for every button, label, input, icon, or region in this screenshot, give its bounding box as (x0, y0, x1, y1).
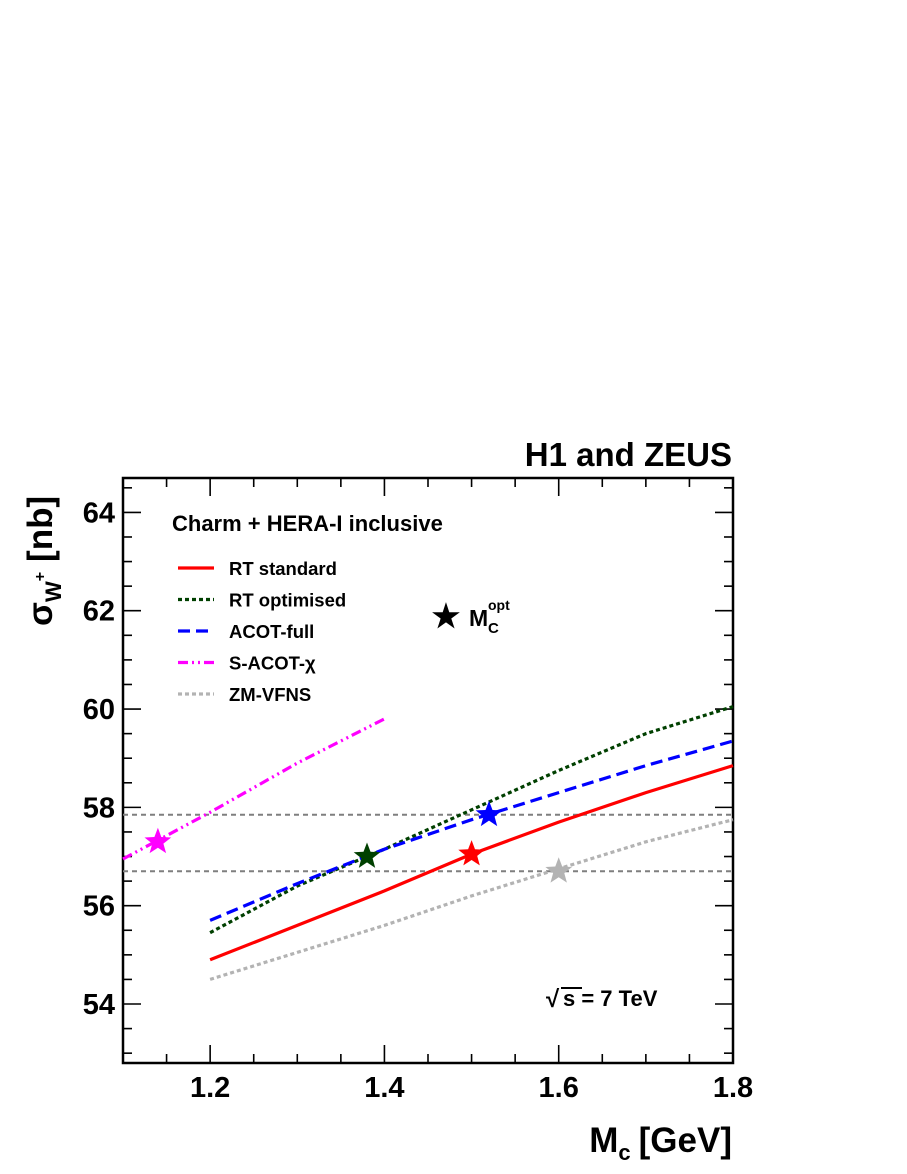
x-tick-label: 1.2 (190, 1072, 230, 1104)
series-line (209, 705, 734, 935)
marker-legend-sup: opt (488, 597, 510, 613)
optimum-star (475, 800, 503, 827)
y-tick-label: 54 (83, 989, 115, 1021)
x-tick-label: 1.4 (364, 1072, 404, 1104)
energy-annotation: √ s = 7 TeV (546, 986, 658, 1013)
marker-legend-label: M (469, 605, 488, 631)
sqrt-symbol: √ (546, 986, 560, 1013)
axis-ticks (122, 478, 734, 1063)
legend-label: S-ACOT-χ (229, 653, 316, 674)
legend: RT standard RT optimised ACOT-full S-ACOT-χ… (178, 558, 346, 705)
y-tick-label: 58 (83, 792, 115, 824)
marker-legend: ★ M opt C (432, 597, 510, 637)
x-tick-label: 1.6 (539, 1072, 579, 1104)
legend-label: RT standard (229, 558, 337, 579)
legend-label: ZM-VFNS (229, 684, 311, 705)
series-line (209, 739, 734, 922)
marker-legend-label-main: M (469, 605, 488, 631)
optimum-markers (144, 800, 572, 883)
reference-lines (123, 813, 733, 873)
marker-legend-star: ★ (432, 598, 461, 634)
legend-label: ACOT-full (229, 621, 314, 642)
x-tick-labels: 1.2 1.4 1.6 1.8 (190, 1072, 753, 1104)
x-axis-label-main: M (589, 1121, 618, 1160)
y-axis-label-main: σ (21, 602, 60, 626)
legend-label: RT optimised (229, 590, 346, 611)
y-tick-label: 60 (83, 694, 115, 726)
series-line (209, 764, 734, 962)
optimum-star (144, 827, 172, 854)
y-tick-label: 56 (83, 891, 115, 923)
plot-frame (121, 476, 735, 1065)
y-axis-label: σW+ [nb] (21, 496, 66, 626)
y-axis-label-sup: + (32, 572, 49, 581)
y-axis-label-sub: W (41, 581, 66, 602)
marker-legend-sub: C (488, 620, 499, 637)
x-axis-label: Mc [GeV] (589, 1121, 732, 1165)
series-curves (122, 705, 734, 981)
optimum-star (545, 857, 572, 883)
optimum-star (458, 840, 485, 866)
y-tick-label: 64 (83, 497, 115, 529)
y-tick-labels: 54 56 58 60 62 64 (83, 497, 115, 1021)
x-axis-label-unit: [GeV] (639, 1121, 732, 1160)
y-axis-label-unit: [nb] (21, 496, 60, 562)
legend-header: Charm + HERA-I inclusive (172, 511, 443, 536)
y-tick-label: 62 (83, 596, 115, 628)
x-axis-label-sub: c (618, 1140, 630, 1165)
x-tick-label: 1.8 (713, 1072, 753, 1104)
optimum-star (353, 842, 381, 868)
series-line (209, 818, 734, 981)
energy-text: s = 7 TeV (563, 986, 658, 1011)
chart-title: H1 and ZEUS (525, 436, 732, 473)
